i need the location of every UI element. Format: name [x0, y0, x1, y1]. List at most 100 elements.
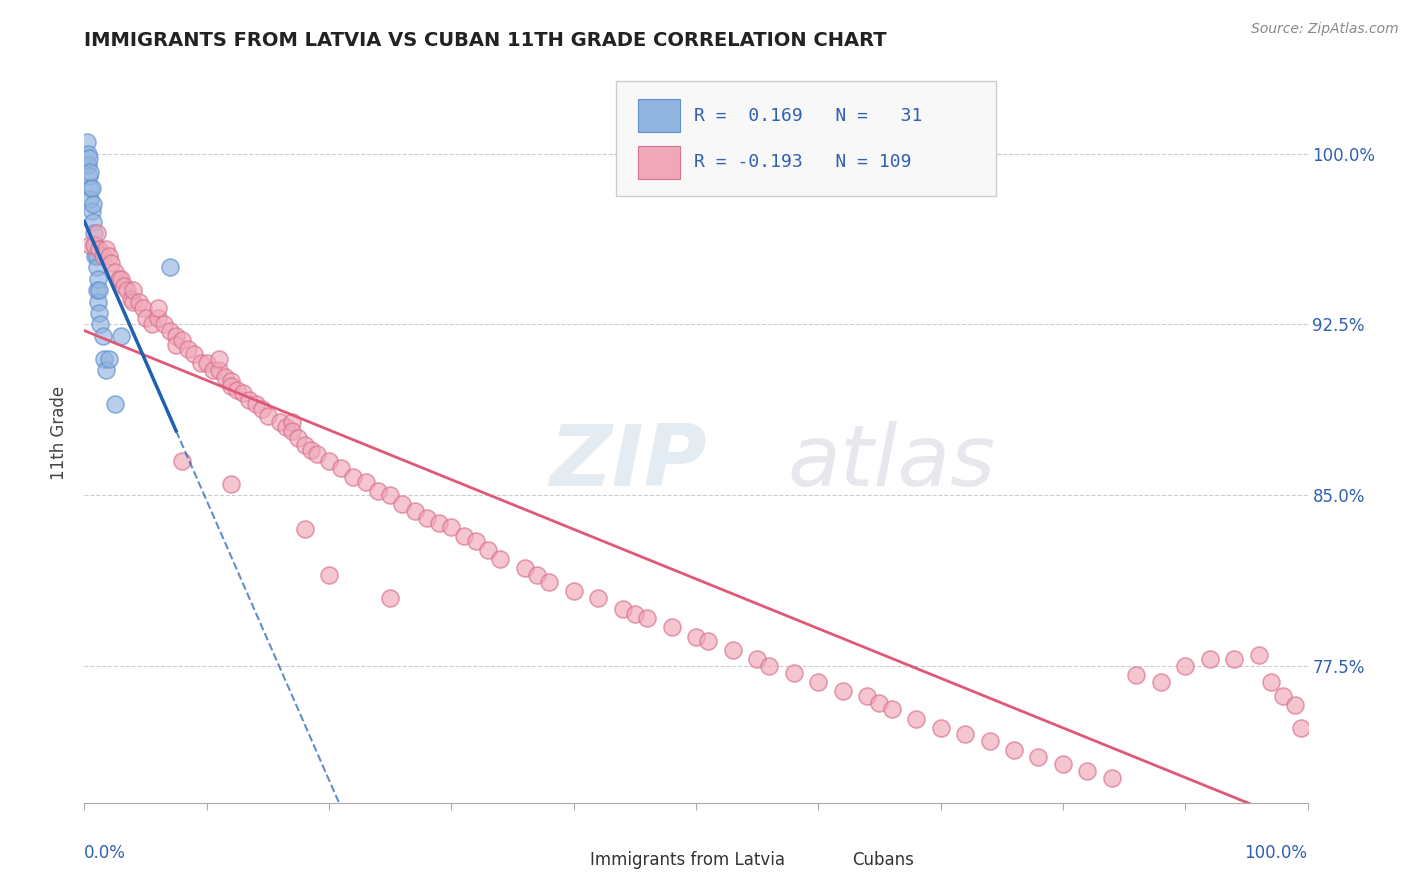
Point: [82, 196, 104, 211]
Point: [104, 397, 127, 411]
Point: [183, 347, 205, 361]
Point: [77, 158, 100, 172]
Point: [100, 256, 122, 270]
Point: [172, 454, 194, 468]
Point: [219, 476, 242, 491]
Point: [586, 591, 609, 605]
Point: [80, 203, 103, 218]
Point: [172, 334, 194, 348]
Point: [330, 461, 353, 475]
Point: [636, 611, 658, 625]
Point: [953, 727, 976, 741]
FancyBboxPatch shape: [638, 146, 681, 178]
Point: [1284, 698, 1306, 712]
Point: [97, 249, 120, 263]
Point: [115, 283, 138, 297]
Point: [79, 165, 101, 179]
Point: [1052, 757, 1074, 772]
Point: [226, 384, 249, 398]
Point: [238, 392, 260, 407]
Point: [159, 324, 181, 338]
Point: [87, 242, 110, 256]
Point: [83, 237, 105, 252]
Point: [110, 328, 132, 343]
Point: [128, 294, 150, 309]
Point: [120, 293, 142, 307]
Point: [856, 689, 879, 703]
Point: [464, 533, 486, 548]
Point: [721, 643, 744, 657]
Point: [318, 568, 340, 582]
FancyBboxPatch shape: [553, 848, 585, 873]
Point: [165, 328, 187, 343]
Point: [219, 379, 242, 393]
Point: [624, 607, 647, 621]
Point: [165, 338, 187, 352]
Point: [1125, 668, 1147, 682]
Text: atlas: atlas: [787, 421, 995, 504]
Point: [526, 568, 548, 582]
FancyBboxPatch shape: [638, 99, 681, 132]
Point: [82, 215, 104, 229]
Point: [257, 409, 280, 423]
Point: [294, 438, 316, 452]
Point: [416, 511, 439, 525]
Point: [84, 237, 107, 252]
Point: [76, 135, 98, 149]
Point: [1076, 764, 1098, 778]
Text: 100.0%: 100.0%: [1244, 844, 1308, 862]
Point: [453, 529, 475, 543]
Point: [929, 721, 952, 735]
Point: [783, 665, 806, 680]
Point: [97, 351, 120, 366]
Point: [79, 180, 101, 194]
Point: [1198, 652, 1220, 666]
Point: [84, 249, 107, 263]
Point: [1150, 675, 1173, 690]
Point: [1174, 659, 1197, 673]
Point: [153, 318, 176, 332]
Point: [208, 363, 231, 377]
Text: Source: ZipAtlas.com: Source: ZipAtlas.com: [1251, 22, 1399, 37]
Point: [135, 310, 157, 325]
Text: ZIP: ZIP: [550, 421, 707, 504]
Point: [318, 454, 340, 468]
Point: [1223, 652, 1246, 666]
Point: [440, 520, 463, 534]
Point: [276, 420, 298, 434]
Point: [141, 318, 163, 332]
Point: [77, 151, 100, 165]
Point: [287, 431, 309, 445]
Text: Cubans: Cubans: [852, 851, 914, 869]
Point: [758, 659, 780, 673]
Point: [380, 591, 402, 605]
Point: [195, 356, 218, 370]
Point: [299, 442, 322, 457]
Point: [305, 447, 328, 461]
Point: [538, 574, 561, 589]
Point: [201, 363, 224, 377]
Point: [208, 351, 231, 366]
Point: [1272, 689, 1295, 703]
Point: [87, 306, 110, 320]
Point: [96, 242, 118, 256]
Point: [281, 416, 304, 430]
Point: [905, 712, 928, 726]
Point: [404, 504, 426, 518]
Point: [1260, 675, 1282, 690]
Point: [89, 318, 111, 332]
Point: [110, 272, 132, 286]
Point: [91, 249, 114, 263]
Point: [685, 630, 707, 644]
Point: [427, 516, 450, 530]
Point: [146, 310, 169, 325]
Point: [1291, 721, 1313, 735]
Point: [807, 675, 830, 690]
FancyBboxPatch shape: [616, 81, 995, 195]
Point: [245, 397, 267, 411]
Point: [77, 169, 100, 184]
Point: [214, 369, 236, 384]
Point: [86, 283, 108, 297]
Point: [87, 272, 110, 286]
Point: [190, 356, 212, 370]
